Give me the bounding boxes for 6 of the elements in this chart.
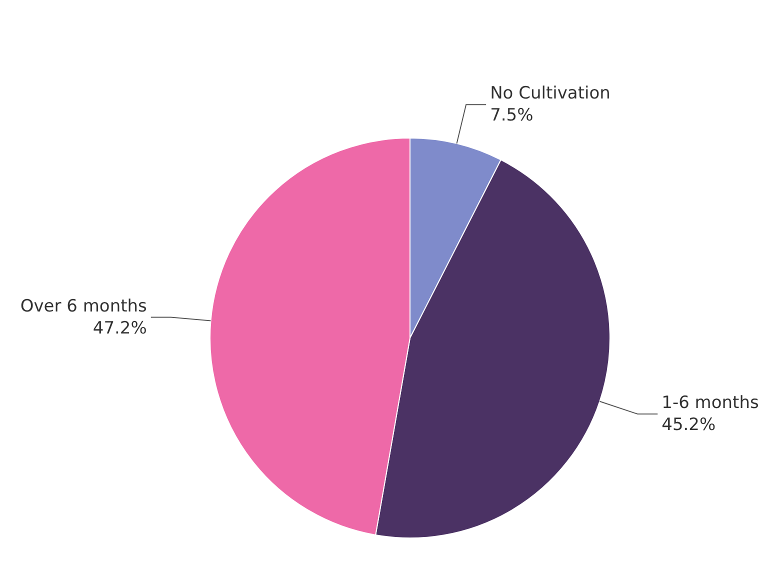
slice-label: No Cultivation	[490, 84, 610, 104]
slice-label: 1-6 months	[662, 393, 759, 414]
data-label: 45.2%	[662, 415, 716, 436]
data-label: 7.5%	[490, 106, 534, 126]
slice-label: Over 6 months	[20, 296, 148, 316]
data-label: 47.2%	[92, 318, 147, 338]
